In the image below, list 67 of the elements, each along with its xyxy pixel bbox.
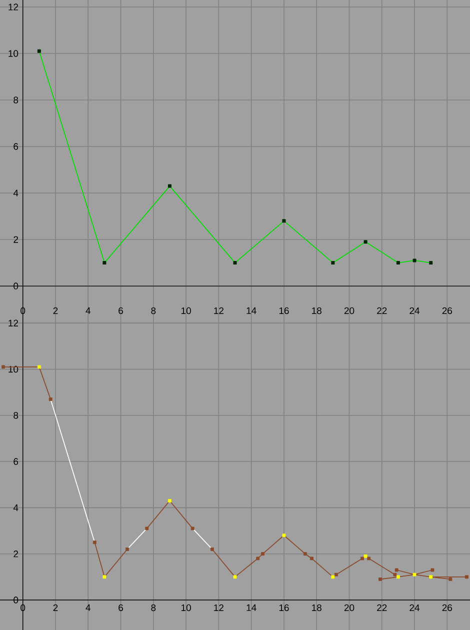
point: [145, 526, 149, 530]
x2-tick-label: 18: [312, 307, 322, 314]
point: [360, 556, 364, 560]
point: [394, 568, 398, 572]
point: [396, 575, 400, 579]
point: [261, 552, 264, 556]
point: [430, 568, 434, 572]
x-tick-label: 16: [279, 604, 289, 612]
x-tick-label: 24: [410, 604, 420, 611]
point: [367, 556, 371, 560]
point: [282, 534, 286, 538]
point: [233, 575, 237, 579]
point: [429, 575, 433, 579]
point: [448, 578, 452, 581]
point: [256, 556, 260, 560]
point: [393, 572, 397, 576]
point: [48, 398, 52, 401]
point: [378, 578, 382, 581]
point: [465, 575, 468, 579]
x-tick-label: 26: [442, 604, 452, 612]
y-tick-label: 4: [13, 504, 18, 511]
x-tick-label: 12: [214, 604, 224, 611]
point: [2, 365, 5, 369]
x2-tick-label: 24: [410, 307, 420, 314]
x-tick-label: 20: [344, 604, 354, 612]
y-tick-label: 4: [13, 190, 18, 196]
x2-tick-label: 8: [151, 307, 156, 314]
y-tick-label: 10: [8, 50, 18, 57]
y-tick-label: 2: [14, 236, 18, 243]
point: [168, 499, 172, 502]
point: [92, 540, 96, 544]
x-tick-label: 14: [246, 604, 256, 611]
point: [303, 552, 307, 556]
point: [37, 365, 41, 369]
x2-tick-label: 6: [118, 307, 123, 314]
y-tick-label: 12: [8, 4, 18, 10]
x2-tick-label: 14: [246, 307, 256, 314]
point: [364, 554, 368, 558]
x2-tick-label: 26: [442, 307, 452, 314]
x-tick-label: 18: [312, 604, 322, 612]
y-tick-label: 6: [14, 143, 18, 150]
y-tick-label: 8: [14, 412, 18, 419]
y-tick-label: 6: [14, 458, 18, 465]
point: [412, 572, 416, 576]
x-tick-label: 4: [86, 604, 90, 611]
x2-tick-label: 12: [214, 307, 224, 314]
point: [331, 575, 335, 579]
point: [334, 572, 338, 576]
x2-tick-label: 16: [279, 307, 289, 314]
x2-tick-label: 20: [344, 307, 354, 314]
point: [126, 548, 129, 551]
x-tick-label: 8: [151, 604, 156, 612]
y-tick-label: 8: [14, 96, 18, 104]
y-tick-label: 2: [14, 550, 18, 558]
point: [310, 556, 314, 560]
y-tick-label: 12: [8, 320, 18, 326]
point: [210, 548, 214, 551]
point: [102, 575, 106, 579]
x-tick-label: 2: [53, 604, 58, 611]
x2-tick-label: 2: [53, 307, 58, 314]
x-tick-label: 10: [181, 604, 191, 612]
point: [190, 526, 194, 530]
x-tick-label: 22: [377, 604, 387, 611]
x-tick-label: 6: [118, 604, 123, 612]
x2-tick-label: 10: [181, 307, 191, 314]
x2-tick-label: 4: [86, 307, 90, 314]
x2-tick-label: 22: [377, 307, 387, 314]
